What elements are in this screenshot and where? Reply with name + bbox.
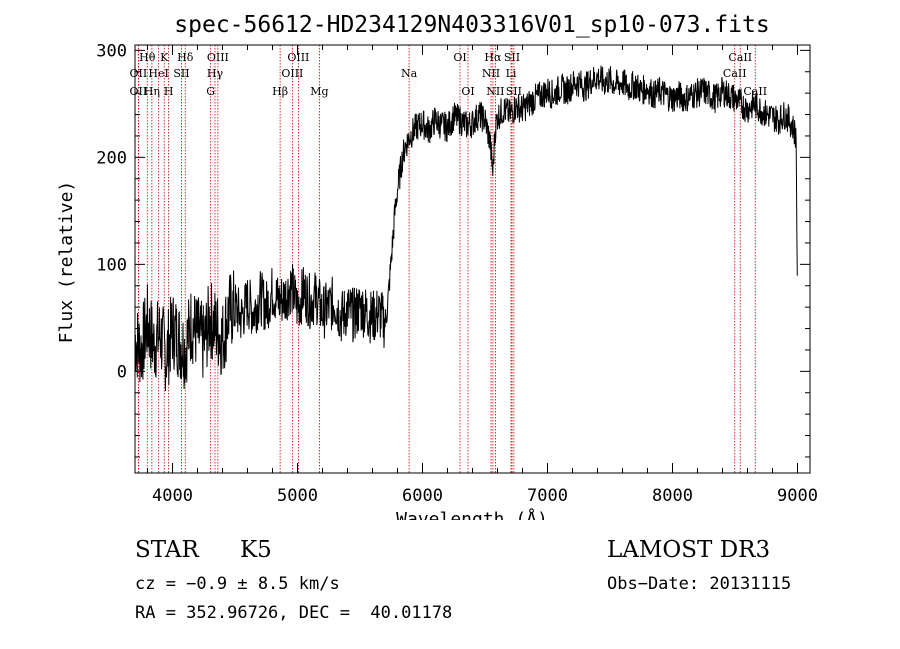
line-label: CaII (743, 85, 767, 98)
line-label: Hθ (139, 51, 156, 64)
line-label: OIII (287, 51, 309, 64)
axes: 4000 5000 6000 7000 8000 9000 0 100 200 300 (96, 41, 818, 506)
line-label: SII (173, 67, 189, 80)
y-tick-label: 300 (96, 41, 127, 61)
object-type: STAR (135, 537, 199, 563)
line-label: K (160, 51, 169, 64)
line-label: Mg (310, 85, 328, 98)
x-tick-label: 5000 (277, 486, 318, 506)
y-tick-label: 0 (117, 362, 127, 382)
line-label: SII (506, 85, 522, 98)
spectrum-series (134, 65, 798, 392)
y-axis-label: Flux (relative) (56, 181, 77, 344)
line-label: OIII (207, 51, 229, 64)
line-label: HeI (148, 67, 168, 80)
line-label: G (206, 85, 215, 98)
line-label: SII (504, 51, 520, 64)
line-label: Hη (144, 85, 160, 98)
line-label: H (164, 85, 174, 98)
y-tick-label: 200 (96, 148, 127, 168)
y-tick-label: 100 (96, 255, 127, 275)
plot-frame (134, 44, 811, 474)
line-label: Hγ (207, 67, 224, 80)
line-label: Na (401, 67, 418, 80)
line-label: Hδ (177, 51, 194, 64)
line-label: OI (461, 85, 474, 98)
survey-name: LAMOST DR3 (607, 537, 771, 563)
obs-date: Obs−Date: 20131115 (607, 574, 792, 594)
spectrum-line (134, 65, 798, 392)
x-tick-label: 8000 (652, 486, 693, 506)
line-label: Hα (484, 51, 502, 64)
spectral-subclass: K5 (240, 537, 272, 563)
x-tick-label: 7000 (527, 486, 568, 506)
line-label: OII (130, 85, 148, 98)
x-axis-label: Wavelength (Å) (396, 508, 548, 520)
line-label: OI (453, 51, 466, 64)
chart-title: spec-56612-HD234129N403316V01_sp10-073.f… (174, 12, 769, 38)
line-label: NII (486, 85, 504, 98)
line-label: OIII (281, 67, 303, 80)
line-label: CaII (723, 67, 747, 80)
coordinates: RA = 352.96726, DEC = 40.01178 (135, 603, 453, 623)
line-label: CaII (728, 51, 752, 64)
spectrum-chart: spec-56612-HD234129N403316V01_sp10-073.f… (56, 12, 818, 520)
x-tick-label: 4000 (152, 486, 193, 506)
line-label: Hβ (272, 85, 288, 98)
x-tick-label: 9000 (777, 486, 818, 506)
x-tick-label: 6000 (402, 486, 443, 506)
redshift-readout: cz = −0.9 ± 8.5 km/s (135, 574, 340, 594)
line-label: NII (482, 67, 500, 80)
line-label: Li (506, 67, 517, 80)
